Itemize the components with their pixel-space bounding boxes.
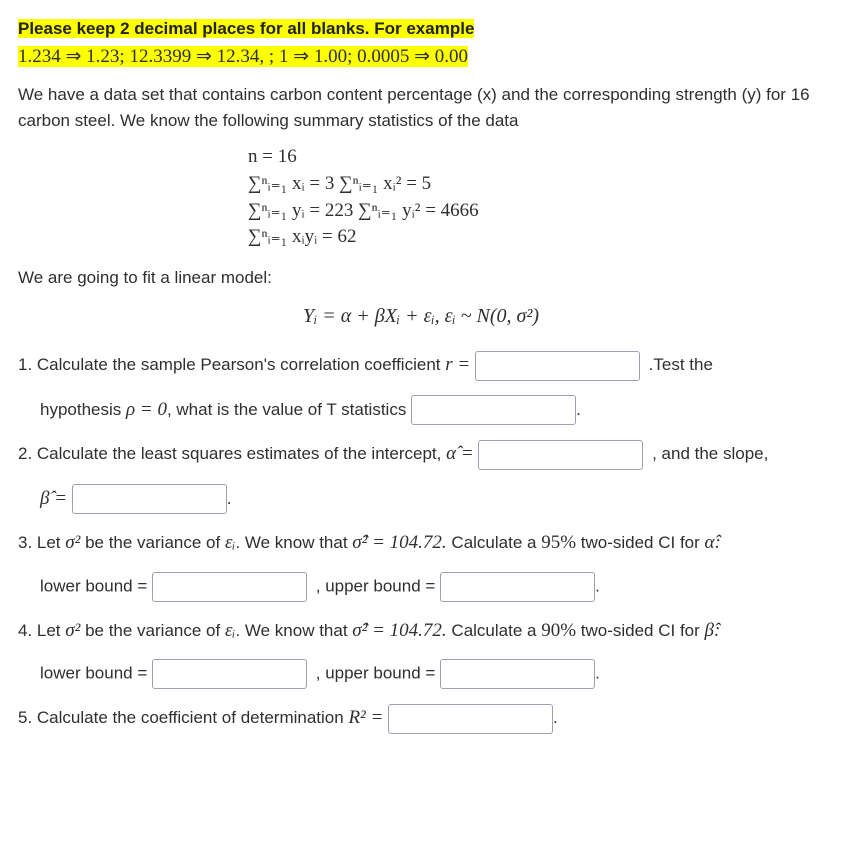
q4-e: two-sided CI for [576, 621, 705, 640]
q1-t-input[interactable] [411, 395, 576, 425]
q1-text-c: hypothesis [40, 400, 126, 419]
eq-n: n = 16 [248, 144, 824, 171]
q3-lb-label: lower bound = [40, 576, 147, 595]
q1-rho: ρ = 0 [126, 399, 167, 420]
q2-beta-input[interactable] [72, 484, 227, 514]
q1-text-d: , what is the value of T statistics [167, 400, 406, 419]
q4-c: . We know that [235, 621, 352, 640]
q2-alpha-input[interactable] [478, 440, 643, 470]
q2-line2: β̂ = . [18, 484, 824, 515]
q1-line1: 1. Calculate the sample Pearson's correl… [18, 350, 824, 381]
q4-a: 4. Let [18, 621, 65, 640]
q4-line1: 4. Let σ² be the variance of εᵢ. We know… [18, 616, 824, 645]
q1-line2: hypothesis ρ = 0, what is the value of T… [18, 395, 824, 426]
q4-line2: lower bound = , upper bound = . [18, 659, 824, 689]
q1-r-input[interactable] [475, 351, 640, 381]
instr-line2: 1.234 ⇒ 1.23; 12.3399 ⇒ 12.34, ; 1 ⇒ 1.0… [18, 46, 468, 67]
q4-d: Calculate a [447, 621, 542, 640]
linear-model: Yᵢ = α + βXᵢ + εᵢ, εᵢ ~ N(0, σ²) [18, 301, 824, 332]
q3-lb-input[interactable] [152, 572, 307, 602]
q4-period: . [595, 664, 600, 683]
instr-line1: Please keep 2 decimal places for all bla… [18, 19, 474, 38]
q3-b: be the variance of [80, 533, 225, 552]
q3-eps: εᵢ [225, 532, 236, 553]
q4-lb-input[interactable] [152, 659, 307, 689]
q5-line: 5. Calculate the coefficient of determin… [18, 703, 824, 734]
linear-model-eq: Yᵢ = α + βXᵢ + εᵢ, εᵢ ~ N(0, σ²) [303, 305, 539, 327]
q4-ub-input[interactable] [440, 659, 595, 689]
q1-text-a: 1. Calculate the sample Pearson's correl… [18, 355, 445, 374]
q3-d: Calculate a [447, 533, 542, 552]
q2-text-a: 2. Calculate the least squares estimates… [18, 444, 446, 463]
fit-intro: We are going to fit a linear model: [18, 265, 824, 291]
q3-ub-input[interactable] [440, 572, 595, 602]
q2-line1: 2. Calculate the least squares estimates… [18, 439, 824, 470]
summary-stats: n = 16 ∑ⁿᵢ₌₁ xᵢ = 3 ∑ⁿᵢ₌₁ xᵢ² = 5 ∑ⁿᵢ₌₁ … [18, 144, 824, 250]
q3-line2: lower bound = , upper bound = . [18, 572, 824, 602]
q4-lb-label: lower bound = [40, 664, 147, 683]
q3-pct: 95% [541, 532, 576, 553]
q3-line1: 3. Let σ² be the variance of εᵢ. We know… [18, 528, 824, 557]
q2-period: . [227, 489, 232, 508]
q3-target: α̂: [705, 532, 721, 553]
q1-period: . [576, 400, 581, 419]
q4-b: be the variance of [80, 621, 225, 640]
instructions-block: Please keep 2 decimal places for all bla… [18, 16, 824, 72]
q5-r2: R² = [348, 707, 383, 728]
q3-sighat: σ̂² = 104.72. [352, 532, 446, 553]
q2-beta-hat: β̂ = [40, 488, 67, 509]
q4-sigma2: σ² [65, 620, 80, 641]
q4-target: β̂: [705, 620, 721, 641]
intro-paragraph: We have a data set that contains carbon … [18, 82, 824, 135]
q5-a: 5. Calculate the coefficient of determin… [18, 708, 348, 727]
q5-r2-input[interactable] [388, 704, 553, 734]
eq-sumxy: ∑ⁿᵢ₌₁ xᵢyᵢ = 62 [248, 224, 824, 251]
q3-sigma2: σ² [65, 532, 80, 553]
q5-period: . [553, 708, 558, 727]
q2-alpha-hat: α̂ = [446, 443, 474, 464]
q1-r-symbol: r = [445, 354, 470, 375]
eq-sumx: ∑ⁿᵢ₌₁ xᵢ = 3 ∑ⁿᵢ₌₁ xᵢ² = 5 [248, 171, 824, 198]
q2-text-b: , and the slope, [652, 444, 768, 463]
q3-ub-label: , upper bound = [316, 576, 436, 595]
q4-pct: 90% [541, 620, 576, 641]
q4-sighat: σ̂² = 104.72. [352, 620, 446, 641]
q4-ub-label: , upper bound = [316, 664, 436, 683]
q3-a: 3. Let [18, 533, 65, 552]
q4-eps: εᵢ [225, 620, 236, 641]
q1-text-b: .Test the [649, 355, 713, 374]
eq-sumy: ∑ⁿᵢ₌₁ yᵢ = 223 ∑ⁿᵢ₌₁ yᵢ² = 4666 [248, 198, 824, 225]
q3-c: . We know that [235, 533, 352, 552]
q3-e: two-sided CI for [576, 533, 705, 552]
q3-period: . [595, 576, 600, 595]
